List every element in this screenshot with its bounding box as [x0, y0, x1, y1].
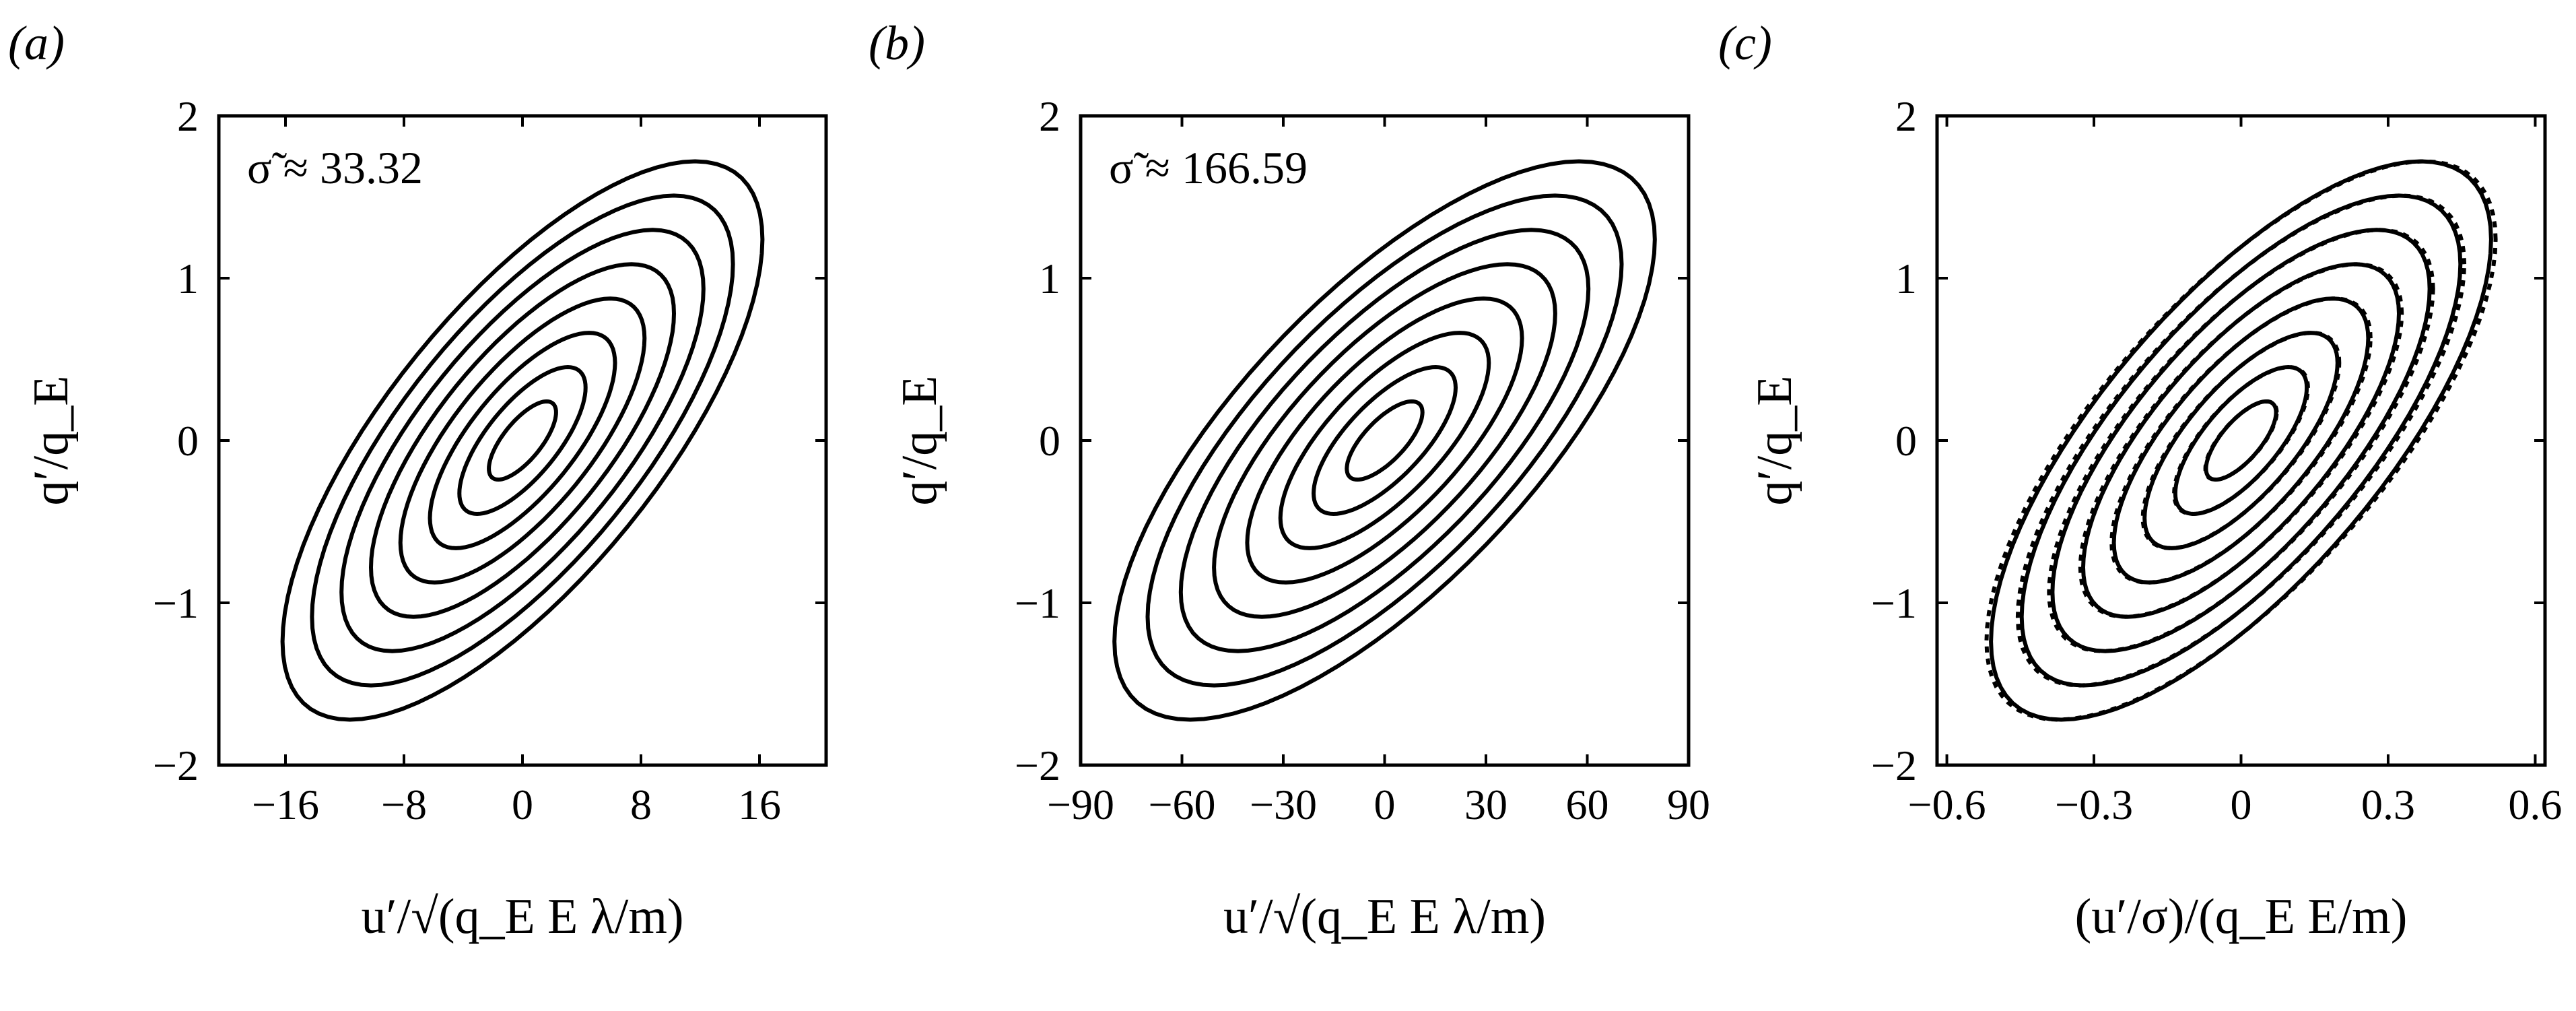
x-tick-label: 0 — [1374, 781, 1396, 828]
x-axis-label: u′/√(q_E E λ/m) — [1223, 889, 1546, 944]
reference-contour-line — [2172, 364, 2310, 517]
x-tick-label: 0 — [2231, 781, 2252, 828]
contour-group — [1984, 159, 2498, 722]
x-tick-label: 30 — [1464, 781, 1507, 828]
x-tick-label: −16 — [252, 781, 319, 828]
panel-b: (b) −90 −60 −30 0 30 60 90 −2 −1 0 1 2 σ̃ ≈ 166.59 u′/… — [869, 16, 1710, 944]
sigma-annotation: σ̃ ≈ 33.32 — [247, 142, 423, 193]
y-tick-label: −2 — [1015, 742, 1060, 789]
x-tick-label: 0.3 — [2361, 781, 2415, 828]
x-tick-label: 16 — [738, 781, 781, 828]
y-tick-label: 0 — [177, 417, 199, 465]
panel-label: (a) — [8, 16, 65, 70]
contour-line — [487, 399, 558, 482]
y-tick-label: 1 — [177, 255, 199, 302]
panel-c: (c) −0.6 −0.3 0 0.3 0.6 −2 −1 0 1 2 (u′/σ)/(q_E E/m… — [1718, 16, 2562, 944]
contour-line — [339, 228, 706, 653]
y-axis-label: q′/q_E — [892, 376, 947, 506]
contour-group — [280, 159, 765, 722]
contour-line — [2080, 262, 2402, 619]
contour-line — [1245, 296, 1524, 585]
y-tick-label: −2 — [153, 742, 199, 789]
reference-contour-line — [2203, 399, 2279, 482]
x-tick-label: −0.6 — [1908, 781, 1986, 828]
plot-frame — [217, 114, 828, 767]
plot-frame — [1079, 114, 1691, 767]
x-tick-label: −60 — [1148, 781, 1215, 828]
contour-group — [1112, 159, 1657, 722]
contour-line — [457, 364, 588, 517]
contour-line — [1212, 262, 1557, 619]
reference-contour-line — [1984, 159, 2498, 722]
x-axis-label: (u′/σ)/(q_E E/m) — [2075, 889, 2408, 944]
y-tick-label: −2 — [1871, 742, 1917, 789]
y-tick-label: −1 — [153, 579, 199, 627]
contour-line — [1311, 364, 1458, 517]
contour-line — [2142, 331, 2340, 550]
x-tick-label: −0.3 — [2055, 781, 2133, 828]
y-tick-label: 0 — [1895, 417, 1917, 465]
x-tick-label: −90 — [1047, 781, 1114, 828]
panel-a: (a) −16 −8 0 8 16 −2 −1 0 1 2 σ̃ ≈ 33.32 u′/√(q_E E … — [8, 16, 828, 944]
plot-frame — [1935, 114, 2547, 767]
contour-line — [280, 159, 765, 722]
contour-line — [1345, 399, 1425, 482]
x-tick-label: −30 — [1250, 781, 1317, 828]
contour-line — [1145, 193, 1624, 688]
reference-contour-line — [2015, 193, 2467, 688]
contour-line — [1278, 331, 1491, 550]
y-tick-label: −1 — [1871, 579, 1917, 627]
reference-contour-line — [2047, 228, 2435, 653]
x-tick-label: 0 — [512, 781, 533, 828]
contour-line — [428, 331, 617, 550]
x-tick-label: 8 — [630, 781, 652, 828]
x-tick-label: 60 — [1566, 781, 1609, 828]
contour-line — [368, 262, 677, 619]
contour-line — [1178, 228, 1591, 653]
y-tick-label: 2 — [1895, 92, 1917, 140]
contour-line — [310, 193, 735, 688]
reference-contour-line — [2078, 262, 2404, 619]
y-axis-label: q′/q_E — [24, 376, 79, 506]
x-tick-label: 90 — [1667, 781, 1710, 828]
contour-line — [2019, 193, 2463, 688]
y-tick-label: 1 — [1895, 255, 1917, 302]
contour-line — [398, 296, 647, 585]
panel-label: (c) — [1718, 16, 1772, 70]
contour-line — [1112, 159, 1657, 722]
y-tick-label: 2 — [177, 92, 199, 140]
x-tick-label: 0.6 — [2508, 781, 2562, 828]
x-axis-label: u′/√(q_E E λ/m) — [361, 889, 683, 944]
sigma-annotation: σ̃ ≈ 166.59 — [1109, 142, 1308, 193]
x-tick-label: −8 — [381, 781, 427, 828]
reference-contour-line — [2109, 296, 2373, 585]
panel-label: (b) — [869, 16, 925, 70]
y-tick-label: 2 — [1039, 92, 1060, 140]
y-axis-label: q′/q_E — [1747, 376, 1802, 506]
y-tick-label: 1 — [1039, 255, 1060, 302]
y-tick-label: −1 — [1015, 579, 1060, 627]
y-tick-label: 0 — [1039, 417, 1060, 465]
